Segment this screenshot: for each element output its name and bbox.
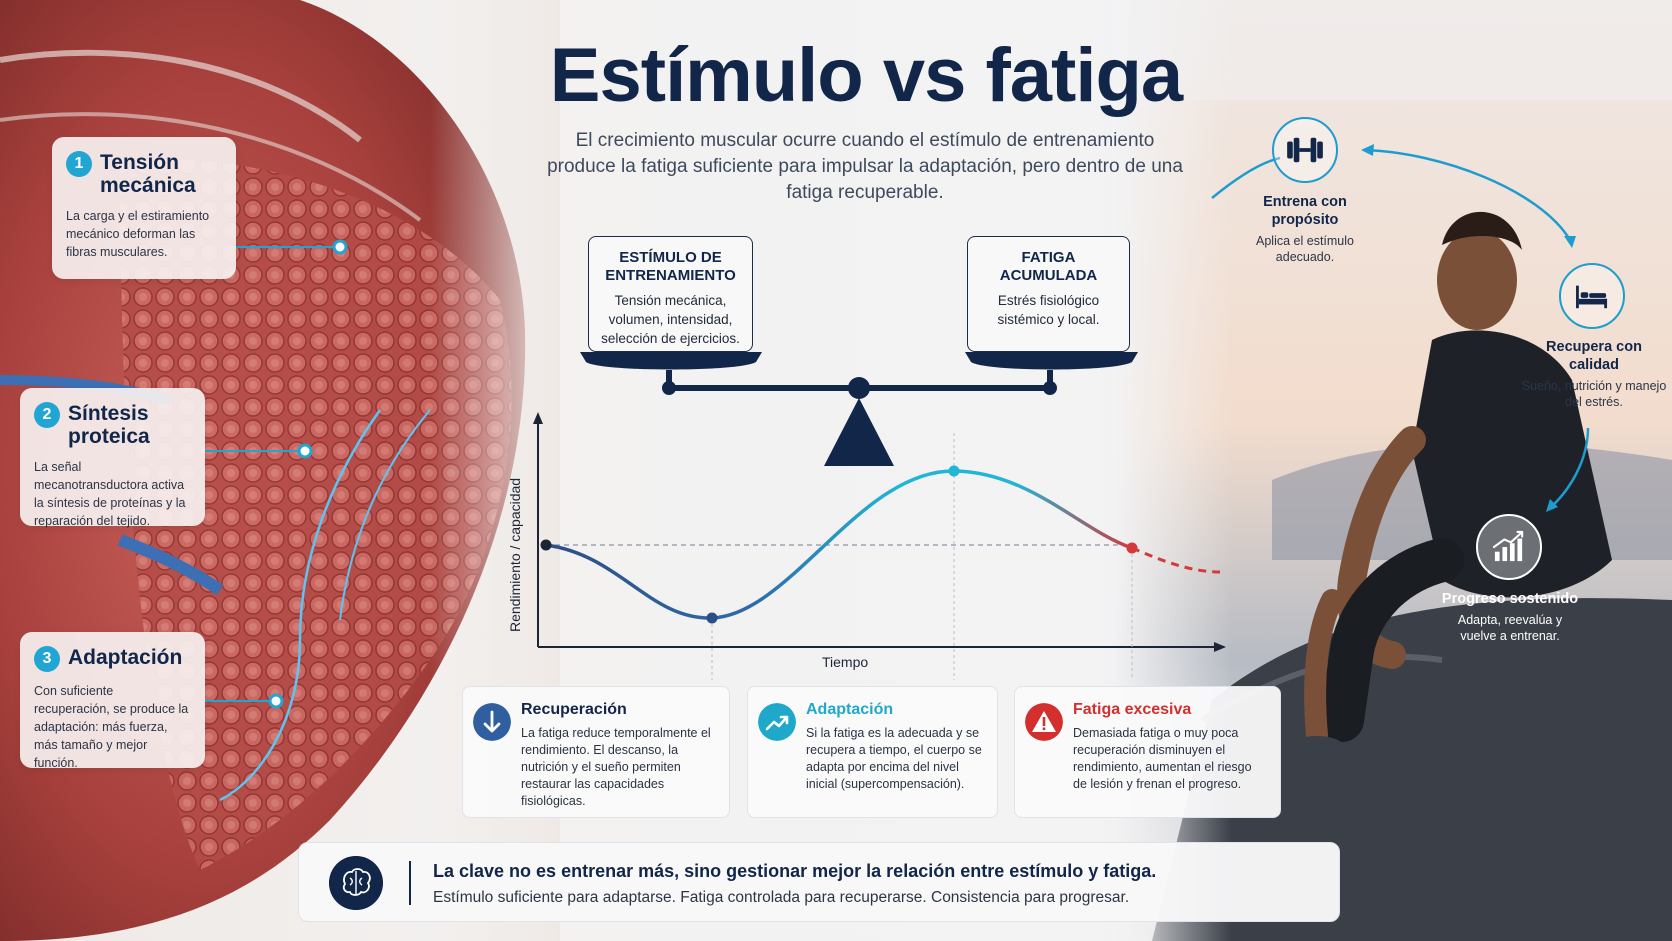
cycle-step-progreso: Progreso sostenido Adapta, reevalúa y vu… xyxy=(1440,590,1580,644)
scale-box-title: ESTÍMULO DE ENTRENAMIENTO xyxy=(605,249,736,284)
bed-icon xyxy=(1559,263,1625,329)
chart-ylabel: Rendimiento / capacidad xyxy=(507,477,523,632)
callout-number: 3 xyxy=(34,646,60,672)
callout-title: Síntesis proteica xyxy=(68,402,150,448)
cycle-step-title: Entrena con propósito xyxy=(1263,194,1347,228)
callout-title: Tensión mecánica xyxy=(100,151,196,197)
banner-divider xyxy=(409,861,411,905)
chart-xlabel: Tiempo xyxy=(822,654,869,670)
callout-body: Con suficiente recuperación, se produce … xyxy=(34,684,189,770)
point-fatigue-low xyxy=(706,612,718,624)
scale-box-fatiga: FATIGA ACUMULADA Estrés fisiológico sist… xyxy=(967,236,1130,352)
card-adaptacion: Adaptación Si la fatiga es la adecuada y… xyxy=(747,686,998,818)
callout-sintesis-proteica: 2 Síntesis proteica La señal mecanotransd… xyxy=(20,388,205,528)
dumbbell-icon xyxy=(1272,117,1338,183)
scale-box-body: Estrés fisiológico sistémico y local. xyxy=(997,293,1100,327)
callout-body: La señal mecanotransductora activa la sí… xyxy=(34,460,186,528)
warning-icon xyxy=(1025,703,1063,741)
callout-title: Adaptación xyxy=(68,646,183,669)
performance-curve xyxy=(545,469,1133,620)
scale-box-body: Tensión mecánica, volumen, intensidad, s… xyxy=(601,293,740,346)
brain-icon xyxy=(329,856,383,910)
banner-main-text: La clave no es entrenar más, sino gestio… xyxy=(433,861,1157,881)
cycle-step-title: Progreso sostenido xyxy=(1441,591,1579,607)
trend-up-icon xyxy=(758,703,796,741)
bar-chart-icon xyxy=(1476,514,1542,580)
banner-sub-text: Estímulo suficiente para adaptarse. Fati… xyxy=(433,889,1130,906)
point-start xyxy=(540,539,552,551)
cycle-step-body: Aplica el estímulo adecuado. xyxy=(1256,234,1354,264)
callout-adaptacion: 3 Adaptación Con suficiente recuperación,… xyxy=(20,632,205,770)
callout-tension-mecanica: 1 Tensión mecánica La carga y el estirami… xyxy=(52,137,236,279)
arrow-down-icon xyxy=(473,703,511,741)
card-title: Adaptación xyxy=(806,701,894,718)
card-body: Demasiada fatiga o muy poca recuperación… xyxy=(1073,726,1252,791)
scale-box-title: FATIGA ACUMULADA xyxy=(999,249,1098,284)
card-title: Fatiga excesiva xyxy=(1073,701,1192,718)
callout-body: La carga y el estiramiento mecánico defo… xyxy=(66,209,210,259)
card-body: La fatiga reduce temporalmente el rendim… xyxy=(521,726,711,808)
point-excess xyxy=(1126,542,1138,554)
callout-number: 2 xyxy=(34,402,60,428)
point-supercompensation xyxy=(948,465,960,477)
callout-number: 1 xyxy=(66,151,92,177)
card-title: Recuperación xyxy=(521,701,627,718)
cycle-step-entrena: Entrena con propósito Aplica el estímulo… xyxy=(1240,193,1370,265)
card-fatiga-excesiva: Fatiga excesiva Demasiada fatiga o muy p… xyxy=(1014,686,1281,818)
cycle-step-recupera: Recupera con calidad Sueño, nutrición y … xyxy=(1520,338,1668,410)
cycle-step-body: Sueño, nutrición y manejo del estrés. xyxy=(1521,379,1667,409)
page-subtitle: El crecimiento muscular ocurre cuando el… xyxy=(547,130,1183,203)
card-recuperacion: Recuperación La fatiga reduce temporalme… xyxy=(462,686,730,818)
scale-box-estimulo: ESTÍMULO DE ENTRENAMIENTO Tensión mecáni… xyxy=(588,236,753,352)
cycle-step-body: Adapta, reevalúa y vuelve a entrenar. xyxy=(1457,613,1563,643)
page-title: Estímulo vs fatiga xyxy=(549,33,1183,118)
balance-scale xyxy=(580,352,1138,466)
cycle-step-title: Recupera con calidad xyxy=(1546,339,1642,373)
key-message-banner: La clave no es entrenar más, sino gestio… xyxy=(298,842,1340,922)
overreaching-projection xyxy=(1131,546,1221,574)
card-body: Si la fatiga es la adecuada y se recuper… xyxy=(806,726,982,791)
